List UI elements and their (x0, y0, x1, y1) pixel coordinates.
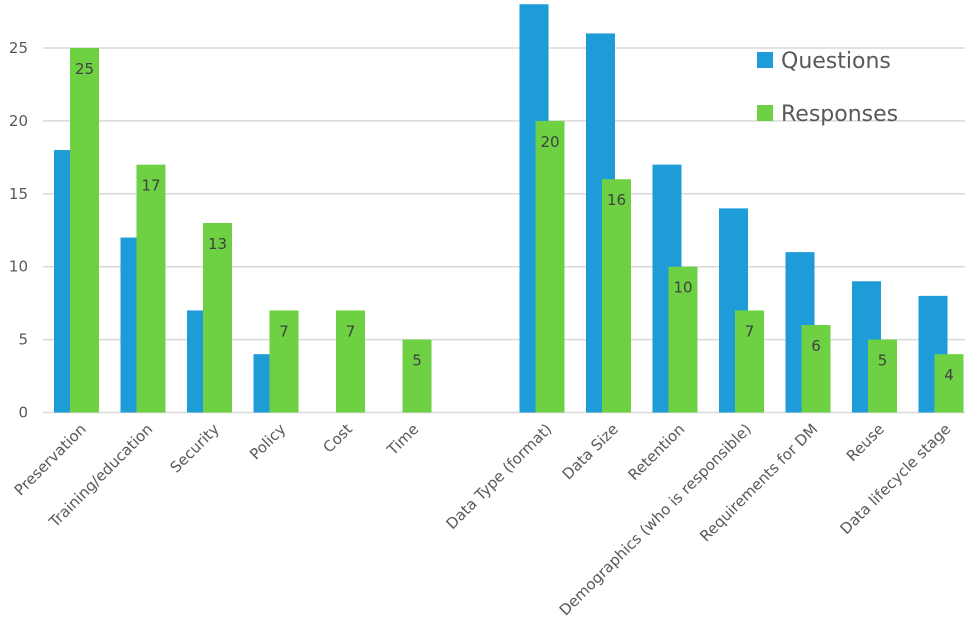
y-tick-label: 10 (9, 258, 28, 276)
legend-swatch (757, 52, 773, 68)
category-label: Reuse (843, 420, 888, 465)
data-label: 10 (673, 279, 692, 297)
category-label: Retention (624, 420, 688, 484)
data-label: 5 (878, 352, 888, 370)
data-label: 17 (141, 177, 160, 195)
data-label: 7 (279, 322, 289, 340)
data-label: 25 (75, 60, 94, 78)
category-label: Data Type (format) (443, 420, 556, 533)
y-tick-label: 5 (18, 331, 28, 349)
category-label: Cost (320, 420, 356, 456)
legend-label: Responses (781, 102, 898, 127)
y-tick-label: 25 (9, 39, 28, 57)
bar-responses (336, 310, 365, 413)
bar-responses (801, 325, 831, 413)
category-label: Security (167, 420, 223, 476)
data-label: 16 (607, 191, 626, 209)
data-label: 20 (540, 133, 559, 151)
bar-responses (402, 339, 432, 413)
data-label: 13 (208, 235, 227, 253)
bar-responses (934, 354, 964, 413)
data-label: 6 (811, 337, 821, 355)
category-label: Data Size (559, 420, 622, 483)
data-label: 7 (346, 322, 356, 340)
bar-responses (70, 48, 99, 413)
bar-responses (203, 222, 232, 413)
bar-responses (269, 310, 299, 413)
bar-responses (868, 339, 897, 413)
bar-responses (136, 164, 166, 413)
category-label: Time (383, 420, 422, 459)
y-tick-label: 15 (9, 185, 28, 203)
y-tick-label: 0 (18, 404, 28, 422)
data-label: 7 (745, 322, 755, 340)
bar-responses (602, 179, 631, 413)
y-tick-label: 20 (9, 112, 28, 130)
bar-responses (668, 266, 698, 413)
data-label: 4 (944, 366, 954, 384)
data-label: 5 (412, 352, 422, 370)
bar-responses (735, 310, 764, 413)
legend-swatch (757, 105, 773, 121)
category-label: Data lifecycle stage (837, 420, 955, 538)
legend-label: Questions (781, 49, 891, 74)
bar-responses (535, 120, 565, 413)
category-label: Requirements for DM (696, 420, 821, 545)
category-label: Policy (246, 420, 289, 463)
